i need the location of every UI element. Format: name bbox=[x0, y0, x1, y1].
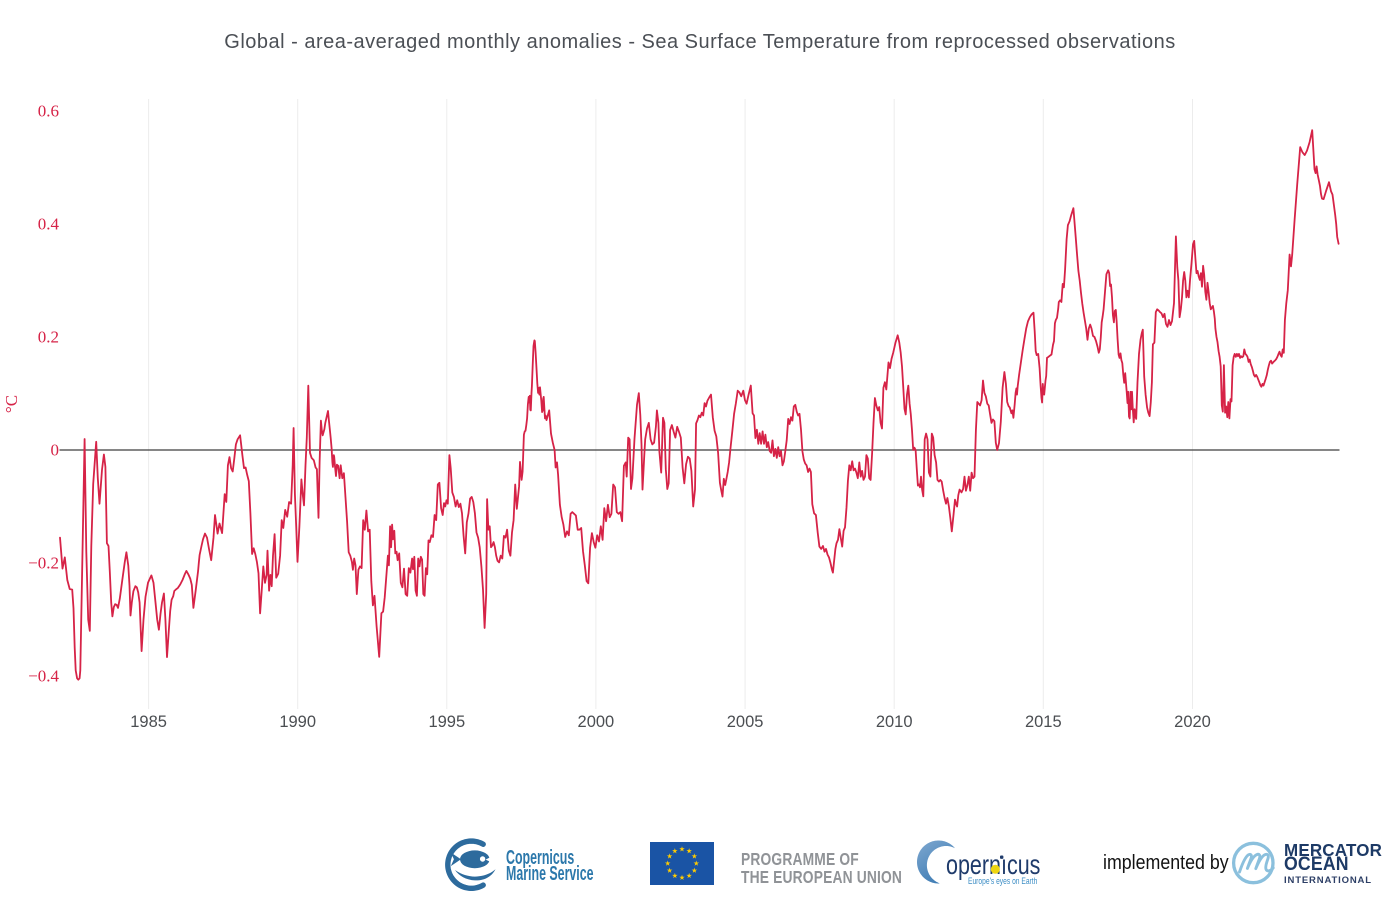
svg-text:0: 0 bbox=[51, 441, 60, 460]
svg-text:−0.4: −0.4 bbox=[28, 667, 59, 686]
svg-text:0.4: 0.4 bbox=[38, 215, 60, 234]
svg-text:0.2: 0.2 bbox=[38, 328, 59, 347]
svg-text:2010: 2010 bbox=[876, 713, 913, 731]
svg-text:−0.2: −0.2 bbox=[28, 554, 59, 573]
svg-text:°C: °C bbox=[2, 395, 21, 413]
svg-text:2000: 2000 bbox=[578, 713, 615, 731]
svg-text:1990: 1990 bbox=[279, 713, 316, 731]
svg-text:1995: 1995 bbox=[428, 713, 465, 731]
svg-text:2015: 2015 bbox=[1025, 713, 1062, 731]
svg-text:1985: 1985 bbox=[130, 713, 167, 731]
svg-text:2020: 2020 bbox=[1174, 713, 1211, 731]
svg-text:2005: 2005 bbox=[727, 713, 764, 731]
svg-text:0.6: 0.6 bbox=[38, 102, 59, 121]
